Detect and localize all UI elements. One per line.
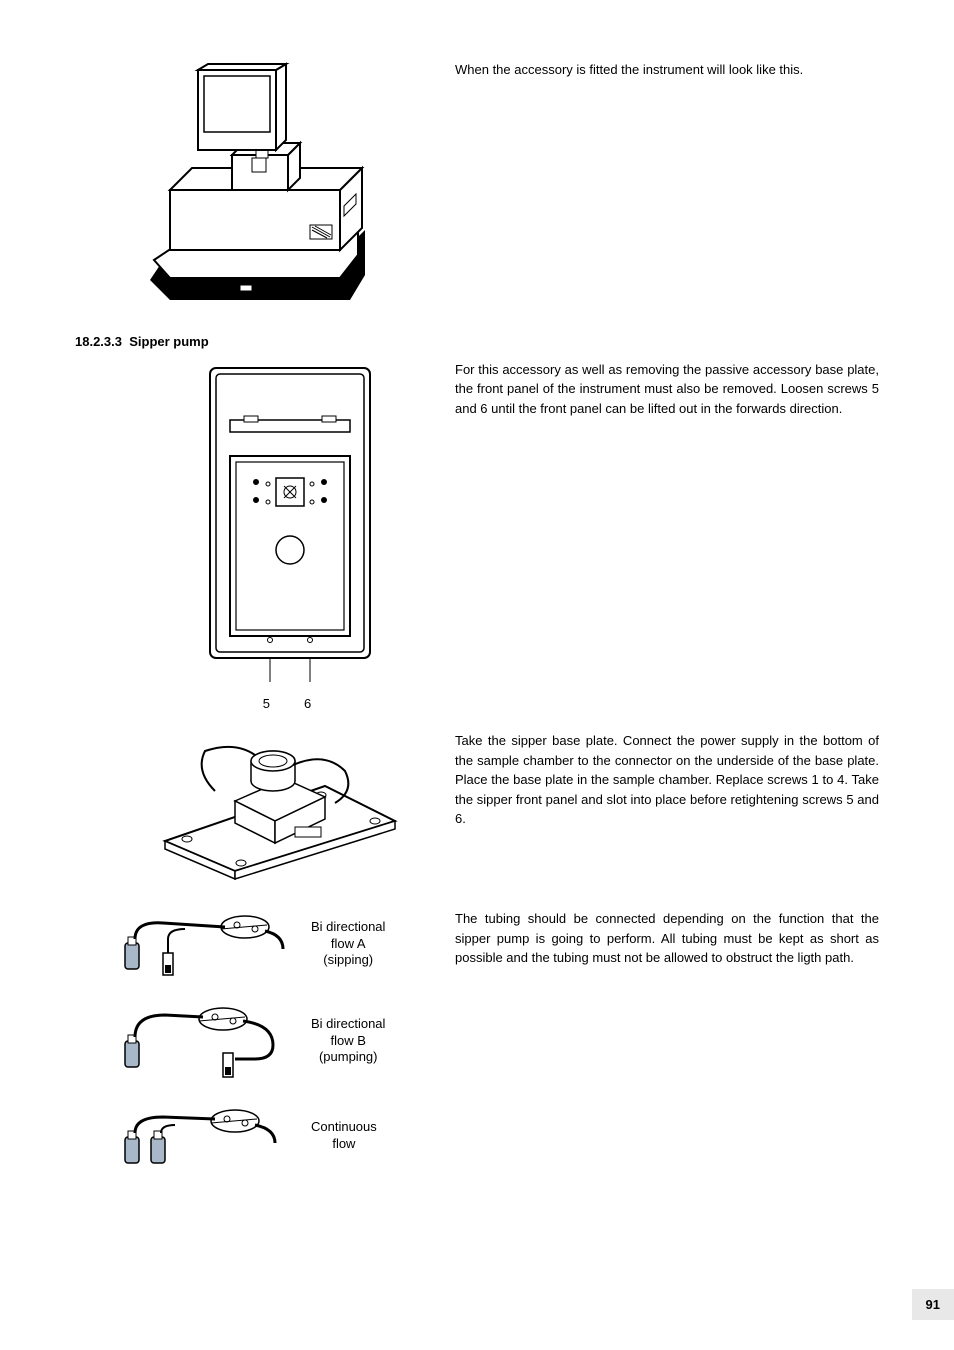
tubing-b-diagram	[115, 1001, 295, 1081]
row-tubing: Bi directional flow A (sipping)	[75, 909, 879, 1169]
callout-label-5: 5	[263, 694, 270, 714]
text-instrument-fitted: When the accessory is fitted the instrum…	[435, 60, 879, 80]
instrument-diagram	[140, 60, 370, 320]
tubing-a-label: Bi directional flow A (sipping)	[311, 919, 385, 970]
base-plate-diagram	[145, 731, 405, 881]
figure-front-panel: 5 6	[75, 360, 435, 714]
paragraph-fitted: When the accessory is fitted the instrum…	[455, 60, 879, 80]
figure-instrument	[75, 60, 435, 320]
tubing-c-diagram	[115, 1103, 295, 1169]
tubing-c-label: Continuous flow	[311, 1119, 377, 1153]
figure-base-plate	[75, 731, 435, 881]
heading-number: 18.2.3.3	[75, 334, 122, 349]
figure-tubing: Bi directional flow A (sipping)	[75, 909, 435, 1169]
paragraph-base-plate: Take the sipper base plate. Connect the …	[455, 731, 879, 829]
tubing-config-b: Bi directional flow B (pumping)	[115, 1001, 385, 1081]
text-base-plate: Take the sipper base plate. Connect the …	[435, 731, 879, 829]
tubing-a-diagram	[115, 909, 295, 979]
tubing-config-c: Continuous flow	[115, 1103, 377, 1169]
row-front-panel: 5 6 For this accessory as well as removi…	[75, 360, 879, 714]
page-number: 91	[912, 1289, 954, 1321]
row-instrument-fitted: When the accessory is fitted the instrum…	[75, 60, 879, 320]
section-heading-sipper: 18.2.3.3 Sipper pump	[75, 332, 879, 352]
text-tubing: The tubing should be connected depending…	[435, 909, 879, 968]
paragraph-tubing: The tubing should be connected depending…	[455, 909, 879, 968]
callout-label-6: 6	[304, 694, 311, 714]
row-base-plate: Take the sipper base plate. Connect the …	[75, 731, 879, 881]
tubing-config-a: Bi directional flow A (sipping)	[115, 909, 385, 979]
paragraph-front-panel: For this accessory as well as removing t…	[455, 360, 879, 419]
text-front-panel: For this accessory as well as removing t…	[435, 360, 879, 419]
front-panel-diagram	[190, 360, 400, 710]
heading-title: Sipper pump	[129, 334, 208, 349]
tubing-b-label: Bi directional flow B (pumping)	[311, 1016, 385, 1067]
